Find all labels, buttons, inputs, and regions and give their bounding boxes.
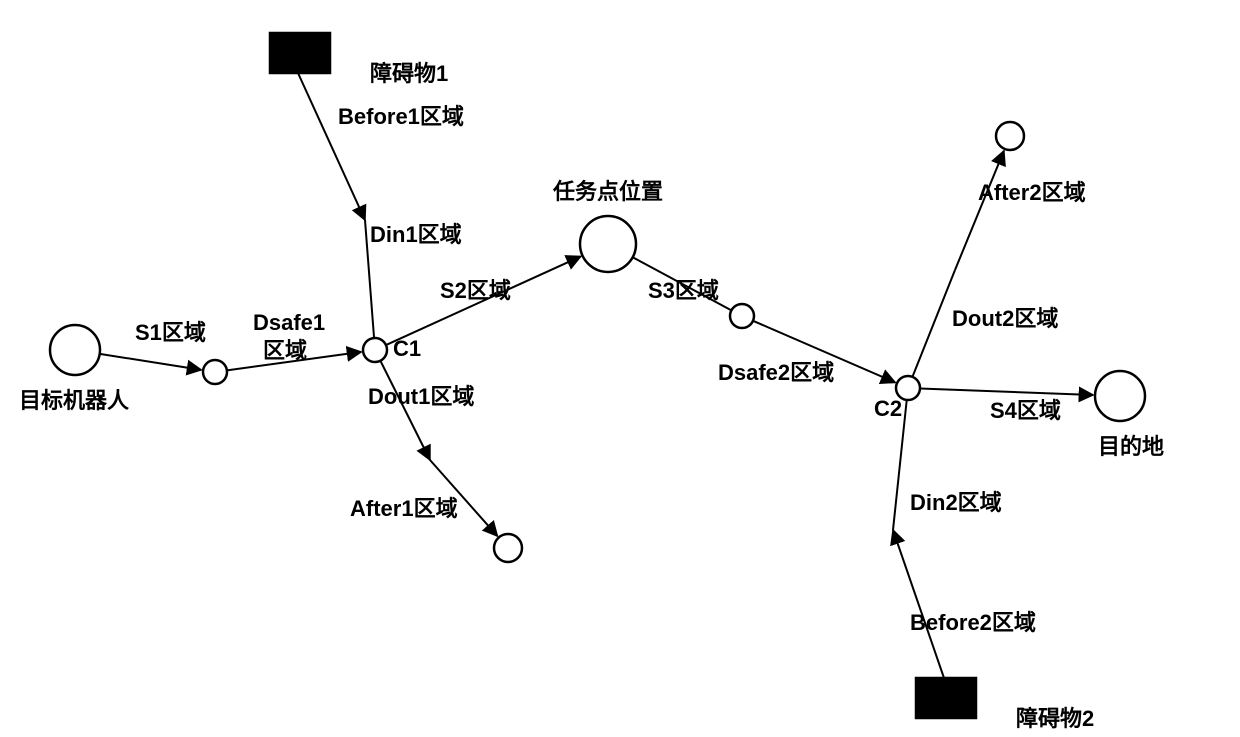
- node-after1_end: [494, 534, 522, 562]
- edge-label-5: S4区域: [990, 398, 1061, 423]
- edge-label2-9: After2区域: [978, 180, 1086, 205]
- edge-label-7: Dout1区域: [368, 384, 474, 409]
- node-after2_end: [996, 122, 1024, 150]
- edge-label-0: S1区域: [135, 320, 206, 345]
- node-wp2: [730, 304, 754, 328]
- node-c1: [363, 338, 387, 362]
- edge-9-seg2: [955, 151, 1004, 270]
- node-label-obstacle2: 障碍物2: [1016, 706, 1094, 731]
- edge-5: [920, 388, 1093, 395]
- edge-7-seg1: [380, 361, 430, 460]
- node-label-dest: 目的地: [1098, 434, 1164, 459]
- edge-label-8: Before2区域: [910, 610, 1036, 635]
- edge-label2-6: Din1区域: [370, 222, 462, 247]
- edge-label-4: Dsafe2区域: [718, 360, 834, 385]
- edge-label2-7: After1区域: [350, 496, 458, 521]
- node-label-c1: C1: [393, 336, 421, 361]
- edge-8-seg1: [893, 530, 944, 678]
- node-task: [580, 216, 636, 272]
- diagram-canvas: S1区域 Dsafe1 区域 S2区域 S3区域 Dsafe2区域 S4区域 Before1区…: [0, 0, 1240, 737]
- node-wp1: [203, 360, 227, 384]
- edge-label2-8: Din2区域: [910, 490, 1002, 515]
- node-obstacle1: [270, 33, 330, 73]
- node-robot: [50, 325, 100, 375]
- edge-label-2: S2区域: [440, 278, 511, 303]
- edge-label-9: Dout2区域: [952, 306, 1058, 331]
- node-label-robot: 目标机器人: [19, 388, 129, 413]
- node-label-task: 任务点位置: [552, 179, 663, 204]
- node-dest: [1095, 371, 1145, 421]
- node-label-c2: C2: [874, 396, 902, 421]
- edge-label2-1: 区域: [263, 338, 307, 363]
- edge-6-seg1: [298, 73, 365, 220]
- edge-label-1: Dsafe1: [253, 310, 325, 335]
- edge-9-seg1: [912, 270, 955, 377]
- node-label-obstacle1: 障碍物1: [370, 61, 448, 86]
- edge-label-3: S3区域: [648, 278, 719, 303]
- edge-label-6: Before1区域: [338, 104, 464, 129]
- node-obstacle2: [916, 678, 976, 718]
- edge-0: [100, 354, 201, 370]
